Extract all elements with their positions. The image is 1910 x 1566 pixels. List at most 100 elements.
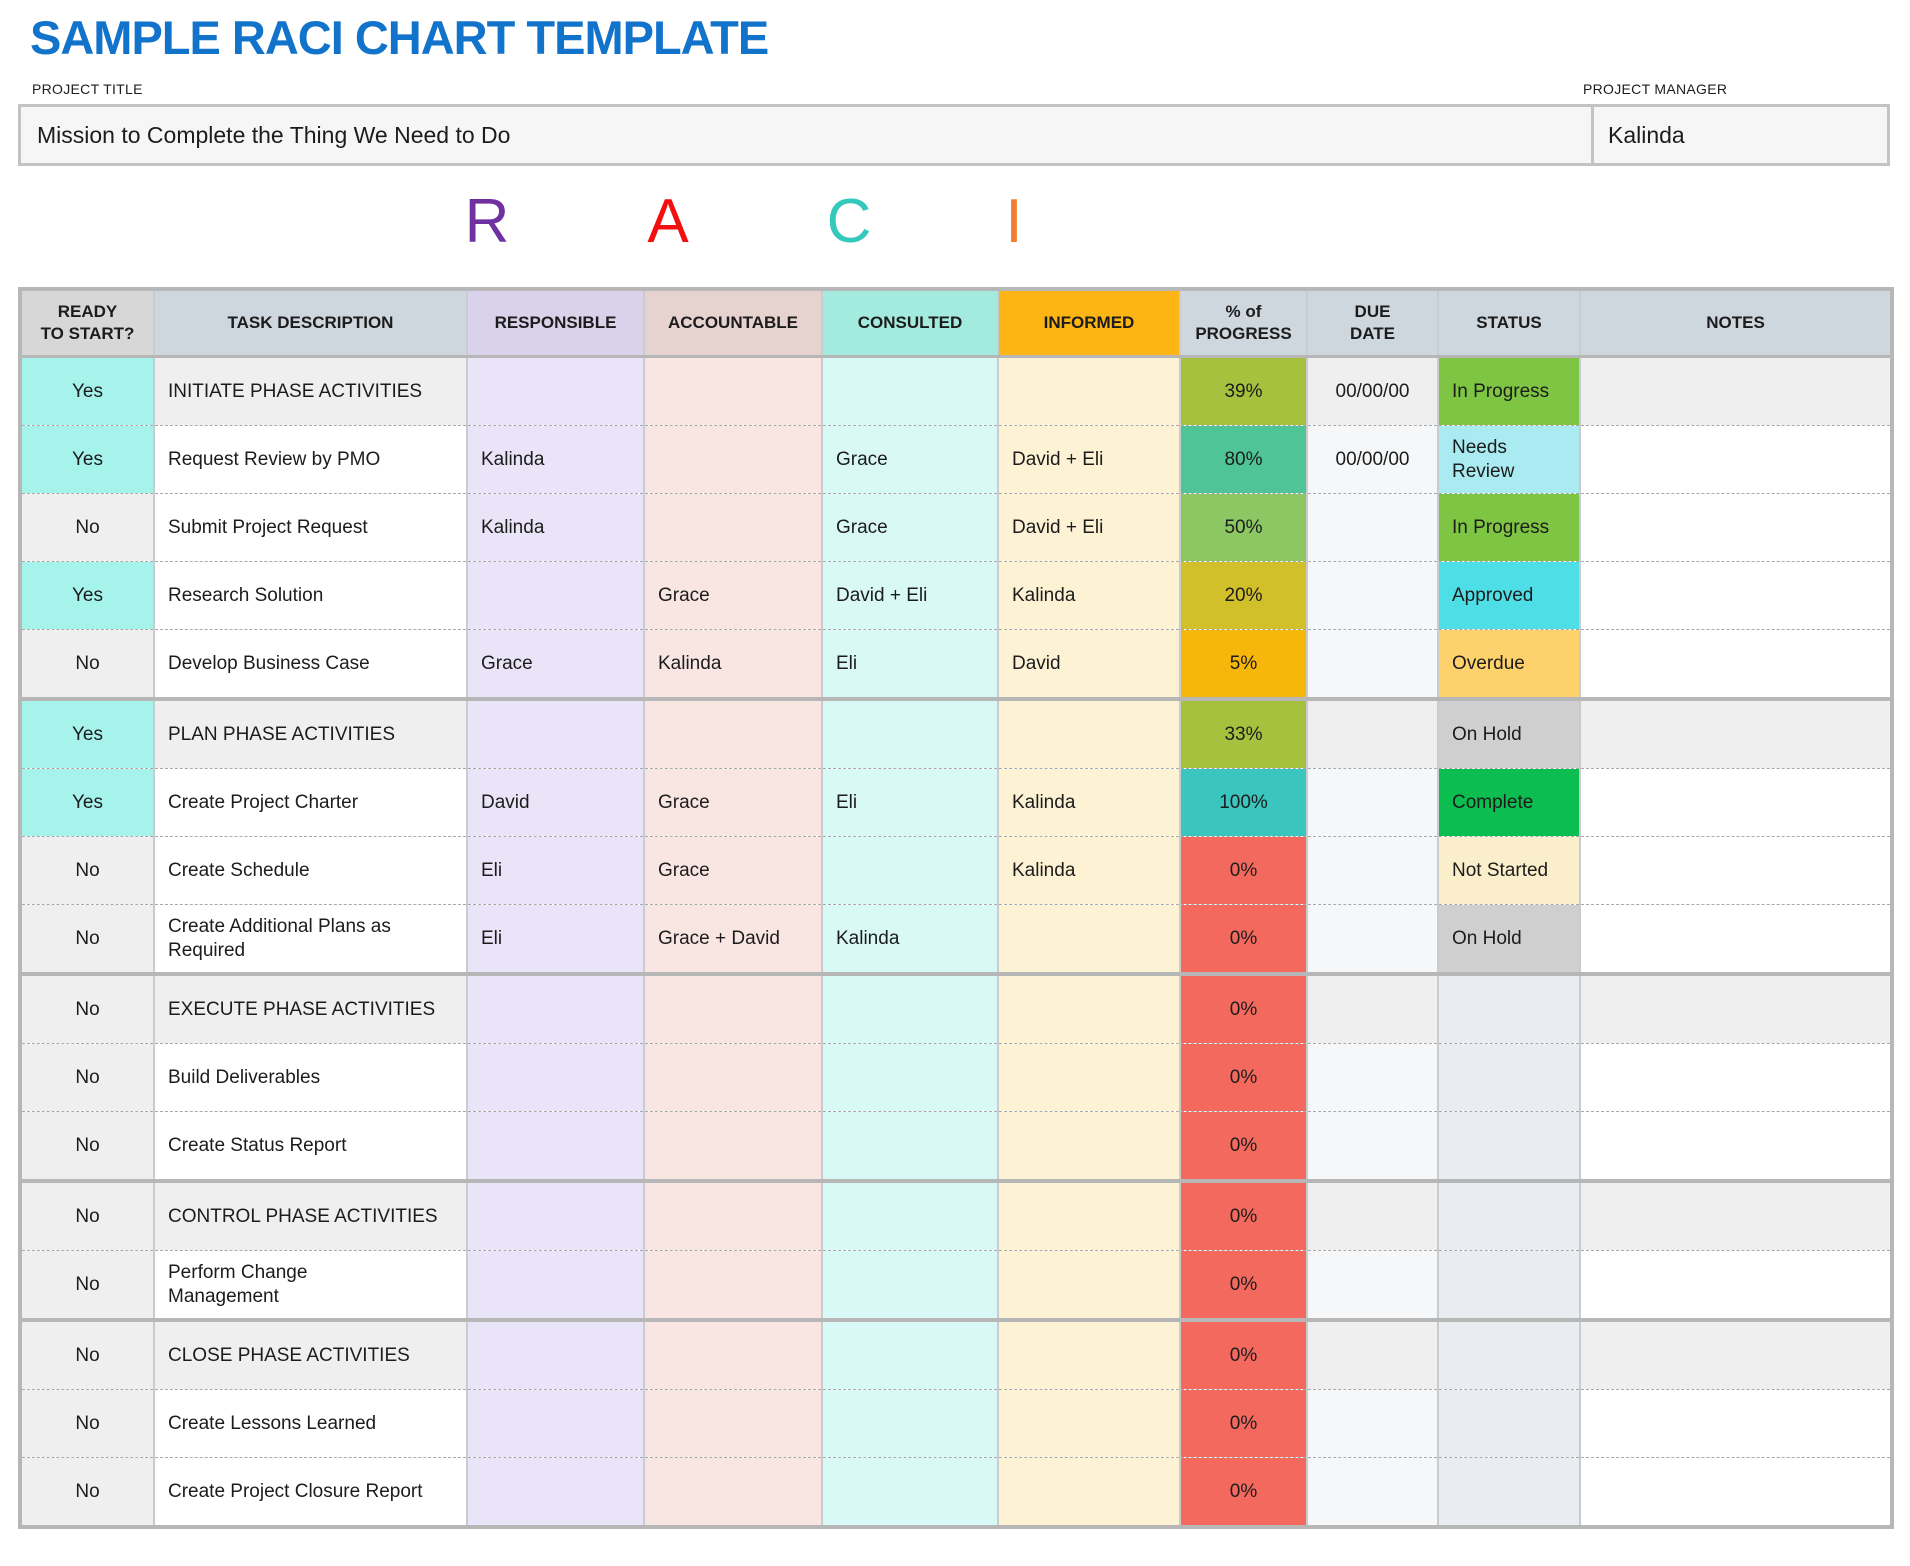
cell-accountable[interactable] bbox=[643, 1043, 823, 1112]
cell-notes[interactable] bbox=[1579, 1318, 1893, 1390]
cell-due[interactable] bbox=[1306, 972, 1439, 1044]
cell-consulted[interactable] bbox=[821, 356, 999, 426]
cell-status[interactable] bbox=[1437, 1318, 1581, 1390]
cell-accountable[interactable] bbox=[643, 697, 823, 769]
cell-ready[interactable]: Yes bbox=[19, 697, 155, 769]
cell-due[interactable] bbox=[1306, 1043, 1439, 1112]
cell-notes[interactable] bbox=[1579, 1111, 1893, 1181]
cell-task[interactable]: Submit Project Request bbox=[153, 493, 468, 562]
cell-consulted[interactable] bbox=[821, 1043, 999, 1112]
cell-task[interactable]: Create Project Closure Report bbox=[153, 1457, 468, 1527]
cell-task[interactable]: Research Solution bbox=[153, 561, 468, 630]
cell-informed[interactable] bbox=[997, 1179, 1181, 1251]
cell-status[interactable] bbox=[1437, 1043, 1581, 1112]
cell-ready[interactable]: No bbox=[19, 493, 155, 562]
cell-informed[interactable] bbox=[997, 1457, 1181, 1527]
cell-task[interactable]: Build Deliverables bbox=[153, 1043, 468, 1112]
cell-informed[interactable]: David bbox=[997, 629, 1181, 699]
cell-accountable[interactable] bbox=[643, 493, 823, 562]
cell-ready[interactable]: No bbox=[19, 1111, 155, 1181]
cell-ready[interactable]: Yes bbox=[19, 768, 155, 837]
cell-notes[interactable] bbox=[1579, 972, 1893, 1044]
cell-accountable[interactable]: Grace bbox=[643, 768, 823, 837]
cell-responsible[interactable] bbox=[466, 1457, 645, 1527]
cell-informed[interactable] bbox=[997, 1250, 1181, 1320]
cell-accountable[interactable] bbox=[643, 972, 823, 1044]
cell-responsible[interactable] bbox=[466, 1179, 645, 1251]
cell-responsible[interactable]: Kalinda bbox=[466, 425, 645, 494]
cell-task[interactable]: CONTROL PHASE ACTIVITIES bbox=[153, 1179, 468, 1251]
cell-informed[interactable] bbox=[997, 972, 1181, 1044]
cell-notes[interactable] bbox=[1579, 1389, 1893, 1458]
cell-notes[interactable] bbox=[1579, 768, 1893, 837]
cell-due[interactable] bbox=[1306, 493, 1439, 562]
cell-informed[interactable] bbox=[997, 1318, 1181, 1390]
cell-responsible[interactable] bbox=[466, 1111, 645, 1181]
cell-progress[interactable]: 100% bbox=[1179, 768, 1308, 837]
cell-responsible[interactable]: David bbox=[466, 768, 645, 837]
cell-progress[interactable]: 0% bbox=[1179, 1043, 1308, 1112]
cell-due[interactable] bbox=[1306, 1457, 1439, 1527]
cell-informed[interactable]: Kalinda bbox=[997, 768, 1181, 837]
cell-status[interactable] bbox=[1437, 1250, 1581, 1320]
cell-status[interactable]: On Hold bbox=[1437, 904, 1581, 974]
project-manager-field[interactable]: Kalinda bbox=[1608, 121, 1685, 148]
cell-progress[interactable]: 0% bbox=[1179, 1250, 1308, 1320]
cell-status[interactable]: Not Started bbox=[1437, 836, 1581, 905]
cell-informed[interactable]: David + Eli bbox=[997, 425, 1181, 494]
cell-notes[interactable] bbox=[1579, 697, 1893, 769]
cell-due[interactable] bbox=[1306, 1318, 1439, 1390]
cell-due[interactable]: 00/00/00 bbox=[1306, 425, 1439, 494]
cell-responsible[interactable] bbox=[466, 1043, 645, 1112]
cell-accountable[interactable] bbox=[643, 1111, 823, 1181]
cell-ready[interactable]: No bbox=[19, 629, 155, 699]
cell-notes[interactable] bbox=[1579, 1179, 1893, 1251]
cell-notes[interactable] bbox=[1579, 1457, 1893, 1527]
cell-status[interactable]: Approved bbox=[1437, 561, 1581, 630]
cell-task[interactable]: Create Project Charter bbox=[153, 768, 468, 837]
cell-informed[interactable] bbox=[997, 697, 1181, 769]
cell-responsible[interactable] bbox=[466, 1389, 645, 1458]
cell-due[interactable] bbox=[1306, 697, 1439, 769]
cell-status[interactable]: Overdue bbox=[1437, 629, 1581, 699]
cell-consulted[interactable] bbox=[821, 1457, 999, 1527]
cell-consulted[interactable] bbox=[821, 1250, 999, 1320]
cell-accountable[interactable] bbox=[643, 425, 823, 494]
cell-due[interactable] bbox=[1306, 836, 1439, 905]
cell-notes[interactable] bbox=[1579, 1250, 1893, 1320]
cell-progress[interactable]: 5% bbox=[1179, 629, 1308, 699]
cell-consulted[interactable] bbox=[821, 1179, 999, 1251]
cell-notes[interactable] bbox=[1579, 561, 1893, 630]
cell-progress[interactable]: 50% bbox=[1179, 493, 1308, 562]
cell-informed[interactable] bbox=[997, 1111, 1181, 1181]
cell-task[interactable]: Request Review by PMO bbox=[153, 425, 468, 494]
cell-consulted[interactable]: Grace bbox=[821, 425, 999, 494]
cell-due[interactable] bbox=[1306, 1250, 1439, 1320]
cell-accountable[interactable] bbox=[643, 1179, 823, 1251]
cell-ready[interactable]: No bbox=[19, 904, 155, 974]
cell-consulted[interactable] bbox=[821, 1111, 999, 1181]
cell-status[interactable] bbox=[1437, 1457, 1581, 1527]
cell-ready[interactable]: No bbox=[19, 1318, 155, 1390]
cell-progress[interactable]: 39% bbox=[1179, 356, 1308, 426]
cell-due[interactable] bbox=[1306, 1111, 1439, 1181]
cell-due[interactable] bbox=[1306, 904, 1439, 974]
cell-informed[interactable]: David + Eli bbox=[997, 493, 1181, 562]
cell-informed[interactable] bbox=[997, 1043, 1181, 1112]
project-title-field[interactable]: Mission to Complete the Thing We Need to… bbox=[21, 107, 1594, 163]
cell-responsible[interactable] bbox=[466, 972, 645, 1044]
cell-consulted[interactable]: Eli bbox=[821, 768, 999, 837]
cell-progress[interactable]: 80% bbox=[1179, 425, 1308, 494]
cell-progress[interactable]: 0% bbox=[1179, 904, 1308, 974]
cell-ready[interactable]: Yes bbox=[19, 425, 155, 494]
cell-consulted[interactable] bbox=[821, 697, 999, 769]
cell-task[interactable]: Create Lessons Learned bbox=[153, 1389, 468, 1458]
cell-ready[interactable]: No bbox=[19, 836, 155, 905]
cell-informed[interactable] bbox=[997, 356, 1181, 426]
cell-consulted[interactable] bbox=[821, 1318, 999, 1390]
cell-responsible[interactable] bbox=[466, 356, 645, 426]
cell-accountable[interactable] bbox=[643, 1457, 823, 1527]
cell-status[interactable]: In Progress bbox=[1437, 356, 1581, 426]
cell-notes[interactable] bbox=[1579, 904, 1893, 974]
cell-ready[interactable]: Yes bbox=[19, 561, 155, 630]
